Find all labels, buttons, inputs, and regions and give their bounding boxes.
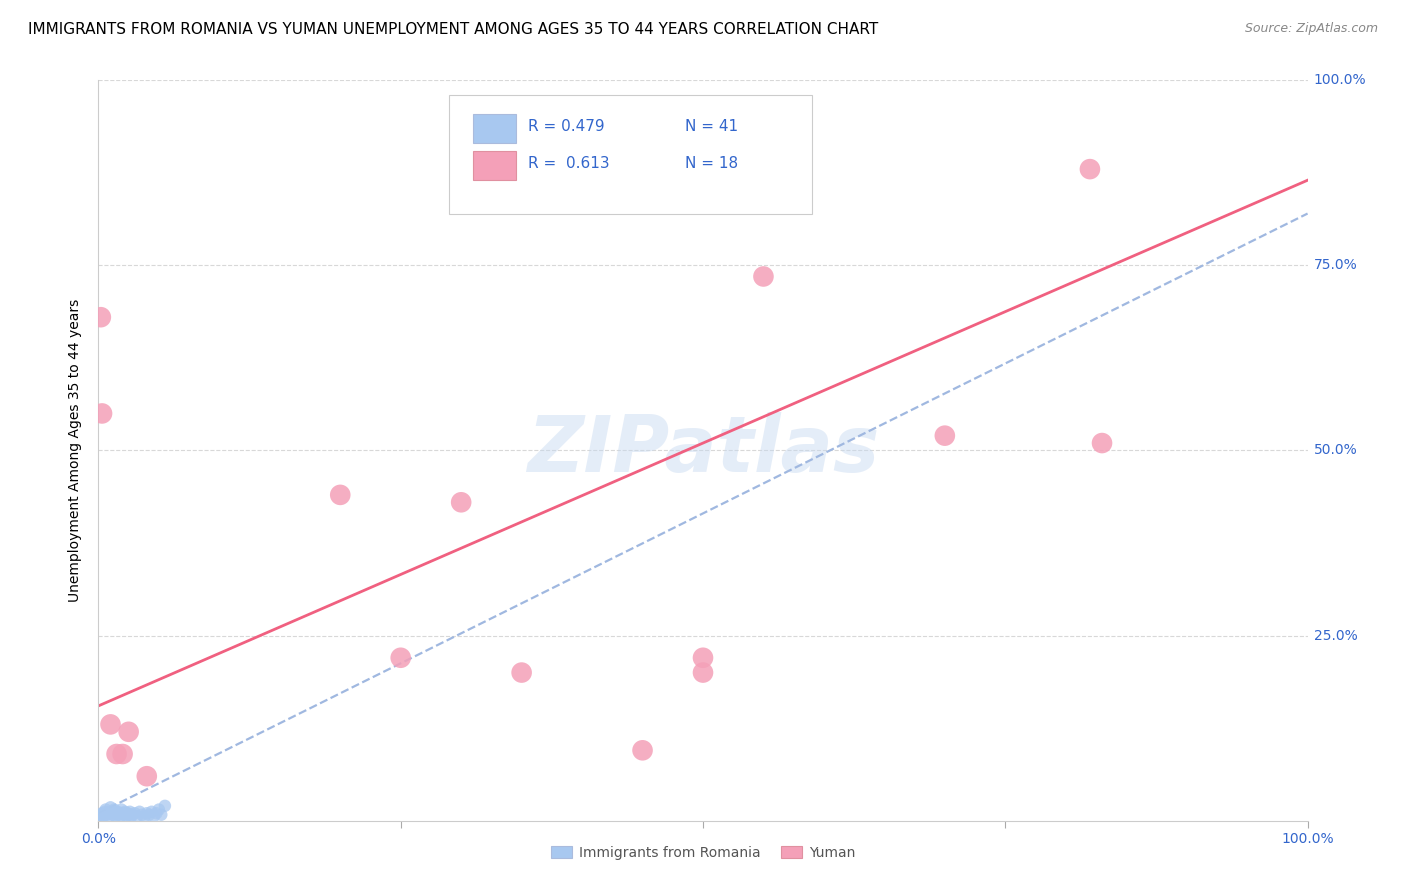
Point <box>150 807 173 822</box>
Text: 75.0%: 75.0% <box>1313 259 1357 272</box>
Point <box>134 810 156 824</box>
Point <box>141 805 163 819</box>
Text: N = 41: N = 41 <box>685 119 738 134</box>
Point <box>143 809 166 823</box>
Point <box>101 807 124 822</box>
Point <box>108 810 131 824</box>
Text: ZIPatlas: ZIPatlas <box>527 412 879 489</box>
Point <box>108 807 131 822</box>
Point <box>934 428 956 442</box>
Point <box>1078 162 1101 177</box>
Point <box>100 717 122 731</box>
FancyBboxPatch shape <box>449 95 811 213</box>
Point <box>112 807 135 822</box>
Text: N = 18: N = 18 <box>685 156 738 170</box>
Point <box>97 806 120 821</box>
Point <box>107 805 129 819</box>
Point <box>138 807 160 822</box>
Point <box>1091 436 1114 450</box>
Point <box>128 805 150 819</box>
Point <box>118 805 141 819</box>
Text: R = 0.479: R = 0.479 <box>527 119 605 134</box>
FancyBboxPatch shape <box>474 113 516 144</box>
Text: 100.0%: 100.0% <box>1313 73 1367 87</box>
Point <box>153 798 176 813</box>
Point <box>105 747 128 761</box>
Point <box>114 805 136 819</box>
Legend: Immigrants from Romania, Yuman: Immigrants from Romania, Yuman <box>546 840 860 865</box>
Point <box>692 650 714 665</box>
Text: IMMIGRANTS FROM ROMANIA VS YUMAN UNEMPLOYMENT AMONG AGES 35 TO 44 YEARS CORRELAT: IMMIGRANTS FROM ROMANIA VS YUMAN UNEMPLO… <box>28 22 879 37</box>
Point <box>100 805 122 819</box>
Point <box>94 803 117 817</box>
Point <box>117 806 139 821</box>
Point <box>91 806 114 821</box>
Point <box>89 810 111 824</box>
Point <box>752 269 775 284</box>
Point <box>118 807 141 822</box>
Point <box>90 310 112 325</box>
Point <box>131 807 153 822</box>
Point <box>145 806 167 821</box>
Point <box>90 807 112 822</box>
Text: 50.0%: 50.0% <box>1313 443 1357 458</box>
Point <box>111 806 134 821</box>
Point <box>91 809 114 823</box>
Point <box>692 665 714 680</box>
Point <box>135 806 157 821</box>
Point <box>510 665 533 680</box>
Point <box>91 407 114 421</box>
Point <box>96 807 118 822</box>
Y-axis label: Unemployment Among Ages 35 to 44 years: Unemployment Among Ages 35 to 44 years <box>69 299 83 602</box>
Text: Source: ZipAtlas.com: Source: ZipAtlas.com <box>1244 22 1378 36</box>
Point <box>111 747 134 761</box>
Point <box>148 803 170 817</box>
Text: 25.0%: 25.0% <box>1313 629 1357 642</box>
Text: R =  0.613: R = 0.613 <box>527 156 609 170</box>
Point <box>105 806 128 821</box>
Point <box>104 809 127 823</box>
Point <box>93 805 115 819</box>
Point <box>329 488 352 502</box>
Point <box>110 803 132 817</box>
Point <box>103 803 125 817</box>
Point <box>135 769 157 783</box>
Point <box>98 810 121 824</box>
Point <box>121 807 143 822</box>
Point <box>120 810 142 824</box>
Point <box>450 495 472 509</box>
Point <box>118 724 141 739</box>
FancyBboxPatch shape <box>474 151 516 180</box>
Point <box>127 809 149 823</box>
Point <box>124 806 146 821</box>
Point <box>100 800 122 814</box>
Point <box>115 809 138 823</box>
Point <box>389 650 412 665</box>
Point <box>631 743 654 757</box>
